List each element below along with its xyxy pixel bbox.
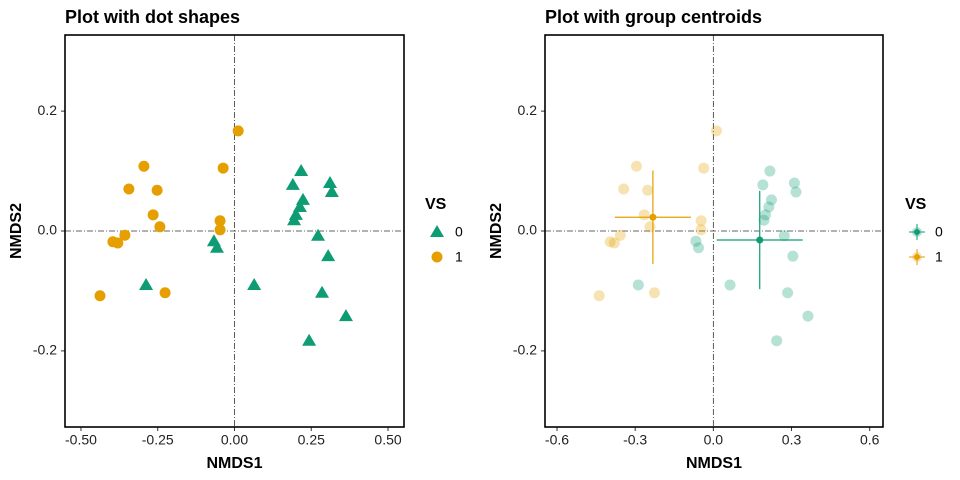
point	[315, 285, 330, 298]
point	[287, 213, 302, 226]
x-tick-label: -0.3	[623, 432, 647, 448]
plot-border	[64, 34, 405, 428]
legend-label: 1	[935, 249, 943, 265]
legend-label: 1	[455, 249, 463, 265]
point	[765, 194, 777, 206]
x-tick-label: -0.6	[545, 432, 569, 448]
point	[295, 192, 310, 205]
point	[692, 242, 704, 254]
x-axis-title: NMDS1	[206, 455, 262, 472]
point	[618, 183, 630, 195]
point	[698, 162, 710, 174]
point	[593, 290, 605, 302]
point	[787, 250, 799, 262]
x-tick-label: 0.3	[782, 432, 802, 448]
point	[759, 209, 771, 221]
point	[214, 215, 226, 227]
point	[311, 228, 326, 241]
point	[790, 186, 802, 198]
point	[763, 201, 775, 213]
y-tick-label: -0.2	[33, 342, 57, 358]
point	[638, 209, 650, 221]
point	[690, 235, 702, 247]
point	[94, 290, 106, 302]
point	[608, 237, 620, 249]
legend-title: VS	[425, 196, 447, 213]
point	[802, 310, 814, 322]
legend-label: 0	[455, 224, 463, 240]
point	[758, 214, 770, 226]
point	[217, 162, 229, 174]
y-axis-title: NMDS2	[488, 203, 505, 259]
panel: Plot with group centroids -0.6 -0.3 0.0 0.3 0…	[488, 7, 943, 472]
x-tick-label: 0.50	[374, 432, 401, 448]
point	[232, 125, 244, 137]
x-tick-label: 0.00	[221, 432, 248, 448]
point	[322, 176, 337, 189]
point	[695, 224, 707, 236]
legend-key	[431, 251, 443, 263]
y-tick-label: 0.0	[518, 222, 538, 238]
plot-border	[544, 34, 884, 428]
centroid	[649, 213, 657, 221]
point	[285, 177, 300, 190]
point	[147, 209, 159, 221]
x-tick-label: -0.25	[142, 432, 174, 448]
point	[632, 279, 644, 291]
legend-key	[430, 225, 444, 237]
point	[338, 309, 353, 322]
legend-title: VS	[905, 196, 927, 213]
point	[778, 230, 790, 242]
x-tick-label: 0.6	[860, 432, 880, 448]
point	[695, 215, 707, 227]
point	[614, 229, 626, 241]
point	[214, 224, 226, 236]
y-tick-label: -0.2	[513, 342, 537, 358]
legend-label: 0	[935, 224, 943, 240]
point	[642, 184, 654, 196]
point	[648, 287, 660, 299]
x-axis-title: NMDS1	[686, 455, 742, 472]
chart-title: Plot with group centroids	[545, 7, 762, 27]
point	[782, 287, 794, 299]
chart-title: Plot with dot shapes	[65, 7, 240, 27]
point	[644, 221, 656, 233]
point	[302, 333, 317, 346]
point	[724, 279, 736, 291]
centroid	[756, 236, 764, 244]
point	[764, 165, 776, 177]
point	[154, 221, 166, 233]
x-tick-label: -0.50	[65, 432, 97, 448]
legend-key	[914, 229, 920, 235]
point	[321, 249, 336, 262]
point	[138, 160, 150, 172]
y-axis-title: NMDS2	[8, 203, 25, 259]
point	[123, 183, 135, 195]
point	[630, 160, 642, 172]
point	[324, 185, 339, 198]
y-tick-label: 0.2	[518, 102, 538, 118]
point	[247, 277, 262, 290]
point	[209, 240, 224, 253]
x-tick-label: 0.25	[298, 432, 325, 448]
point	[112, 237, 124, 249]
y-tick-label: 0.2	[38, 102, 58, 118]
point	[788, 177, 800, 189]
point	[159, 287, 171, 299]
panel: Plot with dot shapes-0.50 -0.25 0.00 0.25 0.…	[8, 7, 463, 472]
legend-key	[914, 254, 920, 260]
point	[119, 229, 131, 241]
point	[294, 164, 309, 177]
point	[710, 125, 722, 137]
point	[139, 277, 154, 290]
x-tick-label: 0.0	[704, 432, 724, 448]
point	[757, 179, 769, 191]
point	[151, 184, 163, 196]
point	[604, 236, 616, 248]
point	[771, 335, 783, 347]
y-tick-label: 0.0	[38, 222, 58, 238]
